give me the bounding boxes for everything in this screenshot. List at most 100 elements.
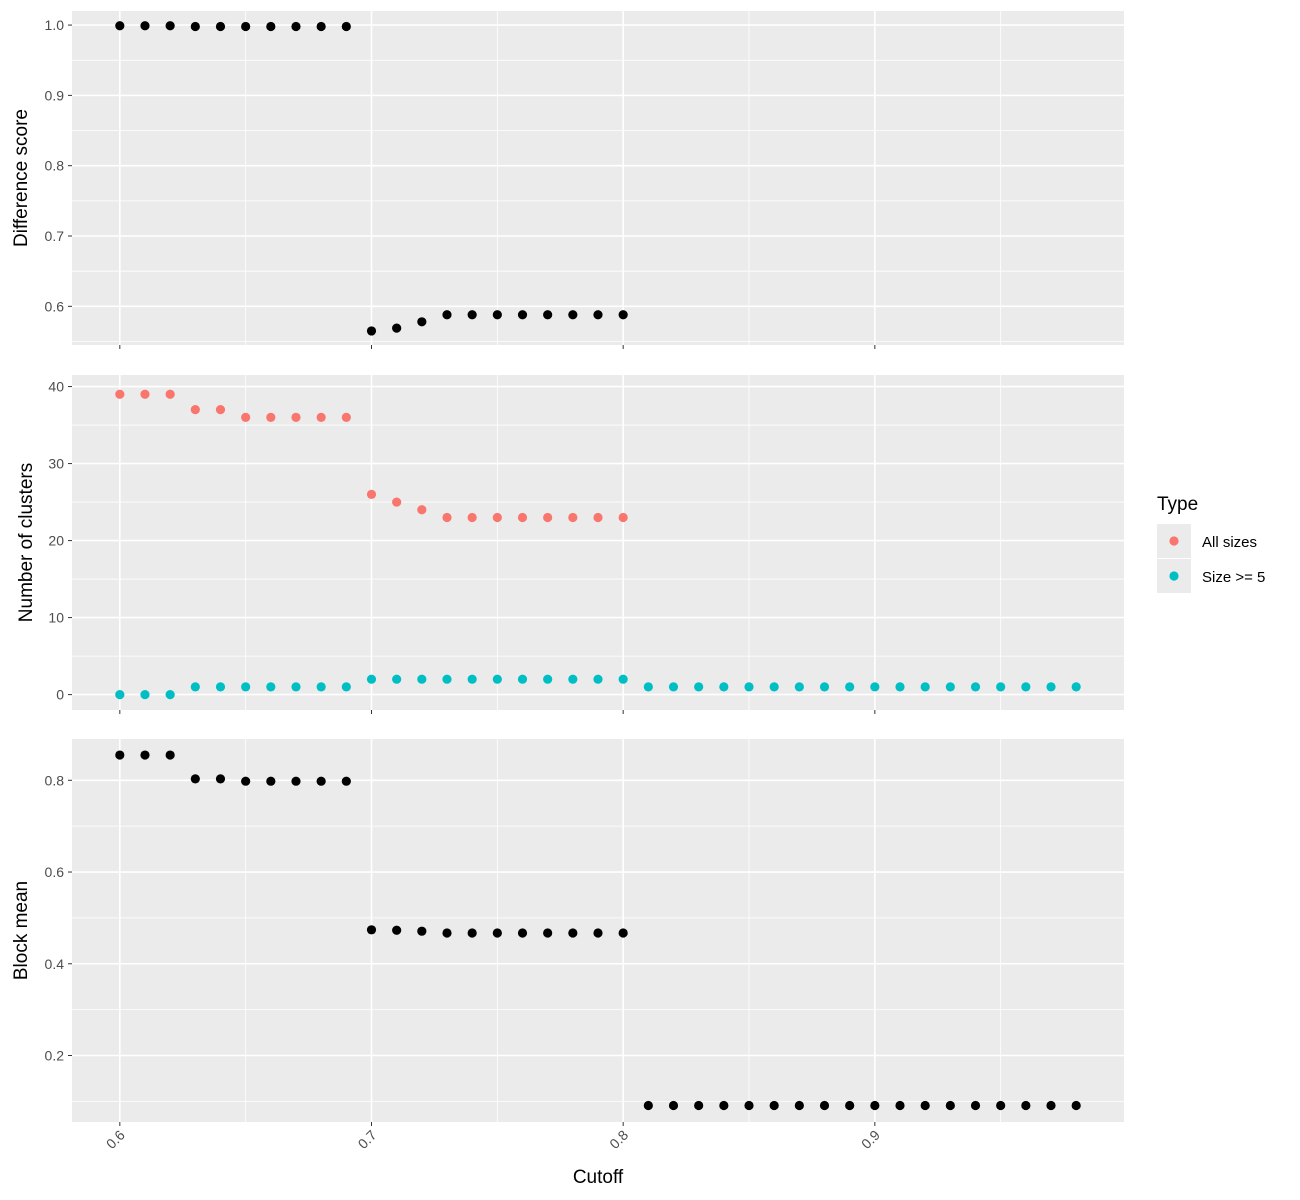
data-point bbox=[241, 682, 251, 692]
data-point bbox=[190, 21, 200, 32]
data-point bbox=[1021, 1100, 1031, 1111]
data-point bbox=[694, 682, 704, 692]
data-point bbox=[467, 928, 477, 938]
y-tick-label: 0.8 bbox=[45, 772, 65, 788]
y-tick-label: 0.8 bbox=[45, 158, 65, 174]
y-tick-label: 1.0 bbox=[45, 17, 65, 33]
data-point bbox=[417, 674, 427, 684]
data-point bbox=[467, 310, 477, 320]
data-point bbox=[266, 682, 276, 692]
data-point bbox=[266, 776, 276, 786]
series-2 bbox=[115, 674, 1081, 700]
data-point bbox=[517, 674, 528, 684]
series-1 bbox=[115, 750, 1081, 1111]
data-point bbox=[417, 926, 427, 936]
data-point bbox=[165, 750, 175, 760]
data-point bbox=[618, 310, 628, 320]
data-point bbox=[316, 21, 326, 32]
data-point bbox=[568, 512, 578, 523]
data-point bbox=[341, 682, 351, 692]
data-point bbox=[895, 682, 905, 692]
data-point bbox=[215, 682, 226, 692]
data-point bbox=[140, 389, 150, 399]
data-point bbox=[140, 21, 150, 31]
data-point bbox=[266, 21, 276, 32]
data-point bbox=[568, 674, 578, 684]
series-1 bbox=[115, 21, 628, 336]
data-point bbox=[392, 497, 402, 507]
y-tick-label: 0 bbox=[56, 687, 64, 703]
y-tick-label: 30 bbox=[48, 456, 64, 472]
data-point bbox=[215, 774, 226, 784]
data-point bbox=[643, 682, 653, 692]
data-point bbox=[643, 1100, 653, 1111]
data-point bbox=[417, 317, 427, 327]
data-point bbox=[392, 925, 402, 935]
data-point bbox=[392, 323, 402, 333]
data-point bbox=[517, 512, 528, 523]
data-point bbox=[215, 21, 226, 32]
data-point bbox=[920, 682, 930, 692]
data-point bbox=[543, 674, 553, 684]
data-point bbox=[668, 1100, 679, 1111]
data-point bbox=[190, 405, 200, 415]
data-point bbox=[568, 928, 578, 938]
data-point bbox=[291, 682, 301, 692]
data-point bbox=[845, 682, 855, 692]
data-point bbox=[543, 512, 553, 523]
data-point bbox=[241, 21, 251, 32]
data-point bbox=[115, 21, 125, 31]
data-point bbox=[442, 310, 452, 320]
data-point bbox=[492, 310, 502, 320]
data-point bbox=[870, 1100, 880, 1111]
data-point bbox=[165, 689, 175, 700]
legend-key bbox=[1169, 536, 1179, 546]
data-point bbox=[115, 389, 125, 399]
panel-background bbox=[72, 375, 1124, 710]
data-point bbox=[291, 776, 301, 786]
y-axis-title: Difference score bbox=[11, 109, 32, 247]
data-point bbox=[190, 774, 200, 784]
data-point bbox=[517, 928, 528, 938]
data-point bbox=[593, 674, 603, 684]
data-point bbox=[442, 512, 452, 523]
data-point bbox=[769, 682, 779, 692]
data-point bbox=[1071, 682, 1081, 692]
data-point bbox=[996, 1100, 1006, 1111]
x-axis-title: Cutoff bbox=[573, 1167, 624, 1188]
panel-1: 0.6 0.7 0.8 0.9 1.0 Difference score bbox=[11, 11, 1124, 349]
data-point bbox=[165, 389, 175, 399]
data-point bbox=[618, 512, 628, 523]
data-point bbox=[618, 674, 628, 684]
y-tick-label: 0.2 bbox=[45, 1047, 65, 1063]
data-point bbox=[115, 750, 125, 760]
y-tick-label: 10 bbox=[48, 610, 64, 626]
data-point bbox=[316, 412, 326, 422]
data-point bbox=[291, 412, 301, 422]
data-point bbox=[1021, 682, 1031, 692]
data-point bbox=[492, 674, 502, 684]
data-point bbox=[970, 1100, 981, 1111]
y-axis-title: Block mean bbox=[11, 881, 32, 980]
x-tick-label: 0.9 bbox=[858, 1127, 883, 1152]
data-point bbox=[719, 682, 729, 692]
panel-background bbox=[72, 11, 1124, 345]
data-point bbox=[920, 1100, 930, 1111]
data-point bbox=[366, 925, 377, 935]
data-point bbox=[593, 512, 603, 523]
x-tick-label: 0.6 bbox=[103, 1127, 128, 1152]
data-point bbox=[543, 310, 553, 320]
x-tick-label: 0.7 bbox=[355, 1127, 380, 1152]
data-point bbox=[366, 489, 377, 499]
data-point bbox=[165, 21, 175, 31]
legend-key bbox=[1169, 571, 1179, 581]
legend-label: All sizes bbox=[1202, 534, 1257, 551]
data-point bbox=[442, 928, 452, 938]
data-point bbox=[794, 1100, 804, 1111]
data-point bbox=[870, 682, 880, 692]
data-point bbox=[241, 776, 251, 786]
data-point bbox=[945, 682, 955, 692]
data-point bbox=[140, 750, 150, 760]
data-point bbox=[568, 310, 578, 320]
